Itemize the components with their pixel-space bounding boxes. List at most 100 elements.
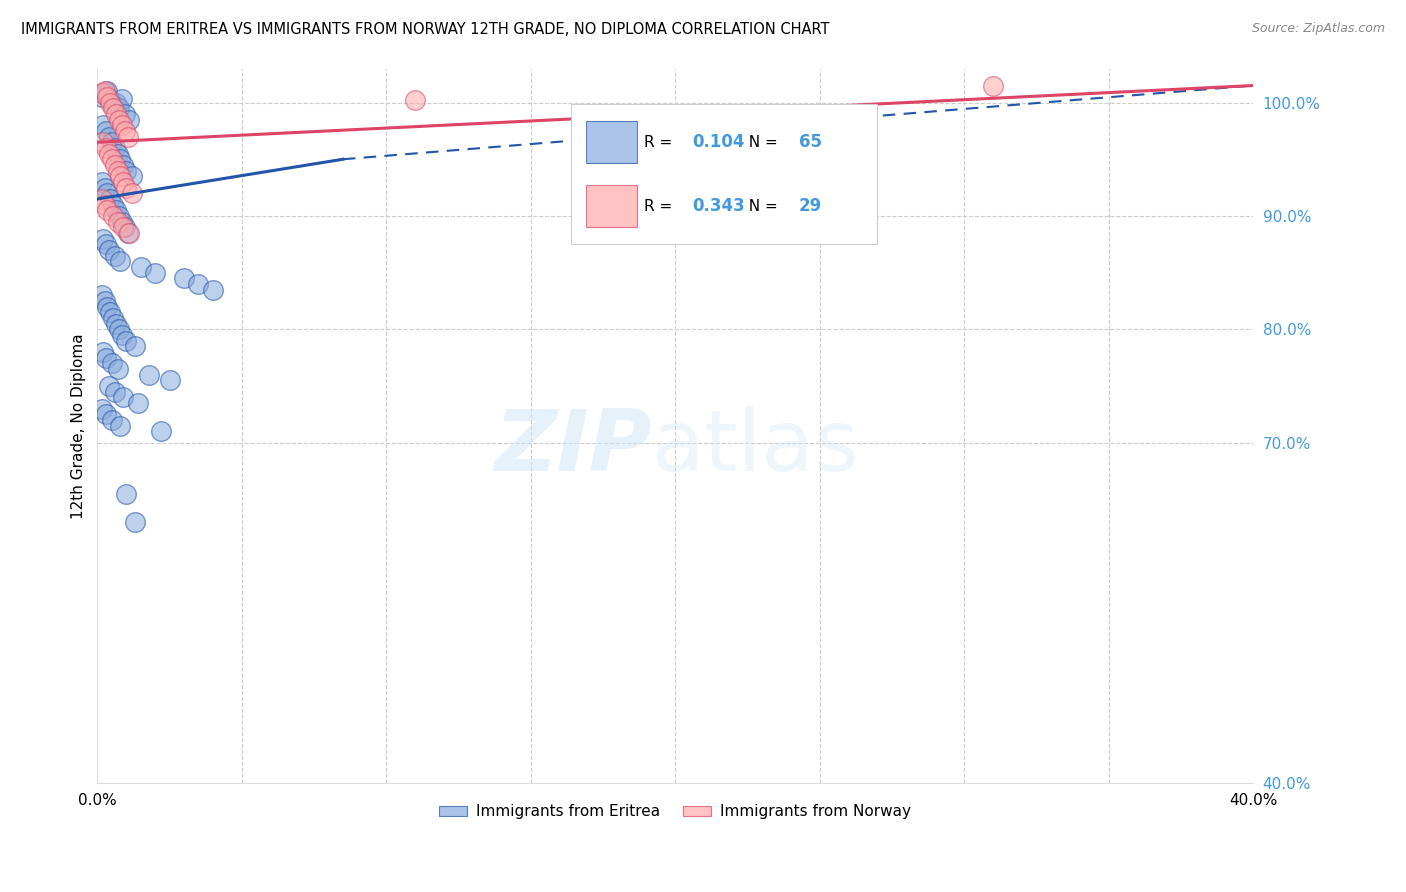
Point <box>138 368 160 382</box>
Text: 65: 65 <box>799 133 823 151</box>
Point <box>107 146 129 161</box>
Point <box>93 197 115 211</box>
Text: R =: R = <box>644 135 678 150</box>
Point <box>111 328 134 343</box>
Point <box>91 232 114 246</box>
Point <box>111 92 134 106</box>
Point <box>121 186 143 201</box>
Point <box>110 153 132 167</box>
Point <box>105 95 128 110</box>
Point <box>111 214 134 228</box>
Point <box>93 293 115 308</box>
Point <box>117 129 139 144</box>
Point <box>127 396 149 410</box>
Point <box>143 266 166 280</box>
Point <box>115 180 138 194</box>
Point <box>96 186 118 201</box>
Point <box>103 101 125 115</box>
Point <box>129 260 152 274</box>
Point <box>104 384 127 399</box>
Point <box>94 351 117 365</box>
Point <box>94 237 117 252</box>
Point <box>97 129 120 144</box>
Point <box>93 84 115 98</box>
Point <box>115 163 138 178</box>
Point <box>105 317 128 331</box>
Point <box>149 425 172 439</box>
Point <box>105 107 128 121</box>
Point <box>404 93 426 107</box>
Point <box>110 418 132 433</box>
Point <box>103 311 125 326</box>
Point <box>107 362 129 376</box>
Point <box>108 101 131 115</box>
Point <box>98 95 121 110</box>
Point <box>101 153 124 167</box>
Point <box>101 413 124 427</box>
Point <box>112 175 135 189</box>
Text: atlas: atlas <box>652 406 860 489</box>
Point <box>104 158 127 172</box>
Point <box>108 112 131 127</box>
Point <box>98 305 121 319</box>
Text: N =: N = <box>738 135 782 150</box>
Point <box>112 158 135 172</box>
Point <box>117 226 139 240</box>
Text: ZIP: ZIP <box>495 406 652 489</box>
Point <box>107 163 129 178</box>
Y-axis label: 12th Grade, No Diploma: 12th Grade, No Diploma <box>72 333 86 518</box>
Point <box>159 373 181 387</box>
Point <box>90 401 112 416</box>
Point <box>121 169 143 184</box>
Point <box>101 356 124 370</box>
Point <box>112 391 135 405</box>
Point <box>96 90 118 104</box>
Point <box>90 87 112 101</box>
Point <box>91 135 114 149</box>
Point <box>118 112 141 127</box>
Point <box>91 118 114 132</box>
Point <box>97 243 120 257</box>
Point <box>90 175 112 189</box>
Point <box>110 254 132 268</box>
Point <box>103 98 125 112</box>
Point <box>981 78 1004 93</box>
Point <box>108 209 131 223</box>
Text: R =: R = <box>644 199 678 214</box>
Text: IMMIGRANTS FROM ERITREA VS IMMIGRANTS FROM NORWAY 12TH GRADE, NO DIPLOMA CORRELA: IMMIGRANTS FROM ERITREA VS IMMIGRANTS FR… <box>21 22 830 37</box>
Point <box>114 124 136 138</box>
Point <box>124 515 146 529</box>
Point <box>115 487 138 501</box>
Legend: Immigrants from Eritrea, Immigrants from Norway: Immigrants from Eritrea, Immigrants from… <box>433 798 917 825</box>
FancyBboxPatch shape <box>586 185 637 227</box>
Point <box>93 87 115 101</box>
Point <box>103 197 125 211</box>
Point <box>173 271 195 285</box>
Point <box>103 209 125 223</box>
Point <box>115 334 138 348</box>
Point <box>108 322 131 336</box>
Text: 29: 29 <box>799 197 823 216</box>
Point <box>96 300 118 314</box>
Point <box>90 90 112 104</box>
Point <box>94 124 117 138</box>
Point <box>111 118 134 132</box>
Point <box>98 192 121 206</box>
Point <box>101 135 124 149</box>
Point <box>112 220 135 235</box>
Point <box>107 214 129 228</box>
Text: N =: N = <box>738 199 782 214</box>
Point <box>104 249 127 263</box>
Point <box>201 283 224 297</box>
Point <box>90 288 112 302</box>
Point <box>187 277 209 291</box>
Point <box>118 226 141 240</box>
Text: 0.343: 0.343 <box>693 197 745 216</box>
Point <box>94 141 117 155</box>
Point <box>91 345 114 359</box>
Point <box>93 180 115 194</box>
Point <box>114 107 136 121</box>
Point <box>96 203 118 218</box>
Point <box>110 169 132 184</box>
Point <box>124 339 146 353</box>
